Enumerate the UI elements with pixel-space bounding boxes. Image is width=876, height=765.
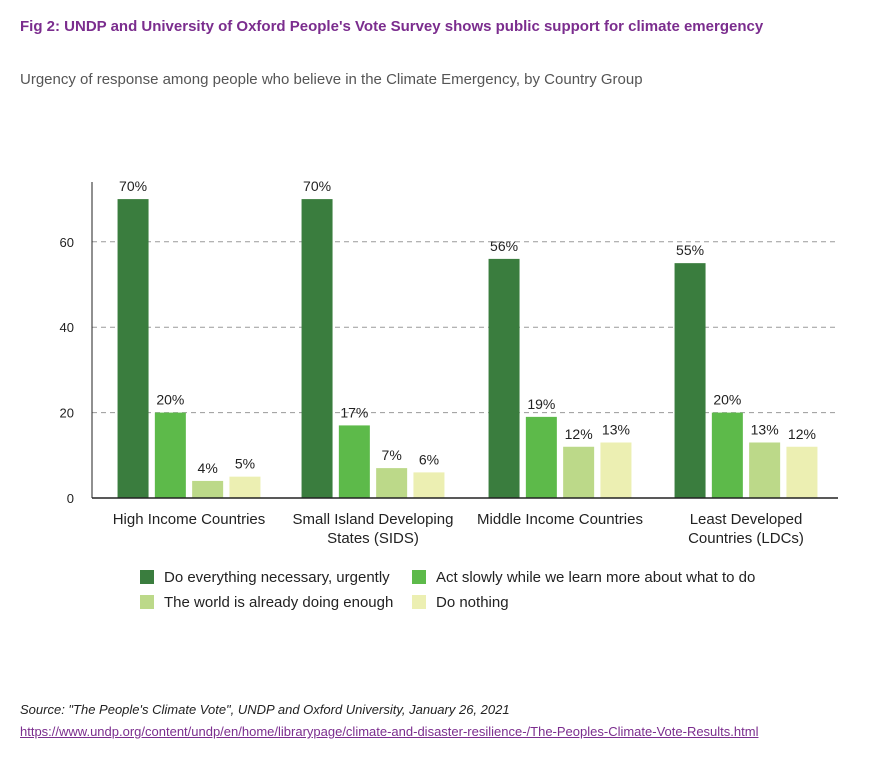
x-category-label: States (SIDS) [327, 530, 419, 547]
data-label: 6% [419, 451, 439, 467]
bar [338, 425, 370, 498]
bar [488, 258, 520, 498]
x-category-label: High Income Countries [113, 511, 266, 528]
bar [600, 442, 632, 498]
x-category-label: Small Island Developing [293, 511, 454, 528]
x-category-label: Least Developed [690, 511, 803, 528]
data-label: 20% [713, 392, 741, 408]
bar [301, 199, 333, 498]
legend-swatch [412, 570, 426, 584]
data-label: 20% [156, 392, 184, 408]
bar [376, 468, 408, 498]
bar [674, 263, 706, 498]
data-label: 7% [382, 447, 402, 463]
legend-label: Do everything necessary, urgently [164, 569, 390, 586]
y-tick-label: 40 [60, 320, 74, 335]
legend-swatch [140, 570, 154, 584]
legend-label: Act slowly while we learn more about wha… [436, 569, 755, 586]
bar [192, 480, 224, 498]
legend-swatch [412, 595, 426, 609]
data-label: 12% [788, 426, 816, 442]
data-label: 13% [751, 421, 779, 437]
bar [711, 412, 743, 498]
bar-chart: 0 20 40 60 70% 70% 56% 55% 20% 17% 19% 20% 4% 7% 12% 13… [60, 178, 838, 611]
y-tick-label: 20 [60, 406, 74, 421]
x-category-label: Middle Income Countries [477, 511, 643, 528]
data-label: 12% [565, 426, 593, 442]
bar [117, 199, 149, 498]
bar [229, 476, 261, 498]
data-label: 4% [198, 460, 218, 476]
y-tick-label: 60 [60, 235, 74, 250]
data-label: 70% [119, 178, 147, 194]
y-tick-label: 0 [67, 491, 74, 506]
legend-label: The world is already doing enough [164, 594, 393, 611]
x-category-label: Countries (LDCs) [688, 530, 804, 547]
bar [786, 446, 818, 498]
data-label: 56% [490, 238, 518, 254]
data-label: 13% [602, 421, 630, 437]
legend-swatch [140, 595, 154, 609]
bar [525, 416, 557, 498]
data-label: 19% [527, 396, 555, 412]
data-label: 70% [303, 178, 331, 194]
legend-label: Do nothing [436, 594, 509, 611]
figure-subtitle: Urgency of response among people who bel… [20, 71, 643, 88]
bar [413, 472, 445, 498]
bar [563, 446, 595, 498]
bar [154, 412, 186, 498]
data-label: 5% [235, 456, 255, 472]
source-link[interactable]: https://www.undp.org/content/undp/en/hom… [20, 724, 759, 739]
data-label: 17% [340, 404, 368, 420]
figure-title: Fig 2: UNDP and University of Oxford Peo… [20, 18, 764, 35]
bar [749, 442, 781, 498]
source-note: Source: "The People's Climate Vote", UND… [20, 702, 510, 717]
data-label: 55% [676, 242, 704, 258]
